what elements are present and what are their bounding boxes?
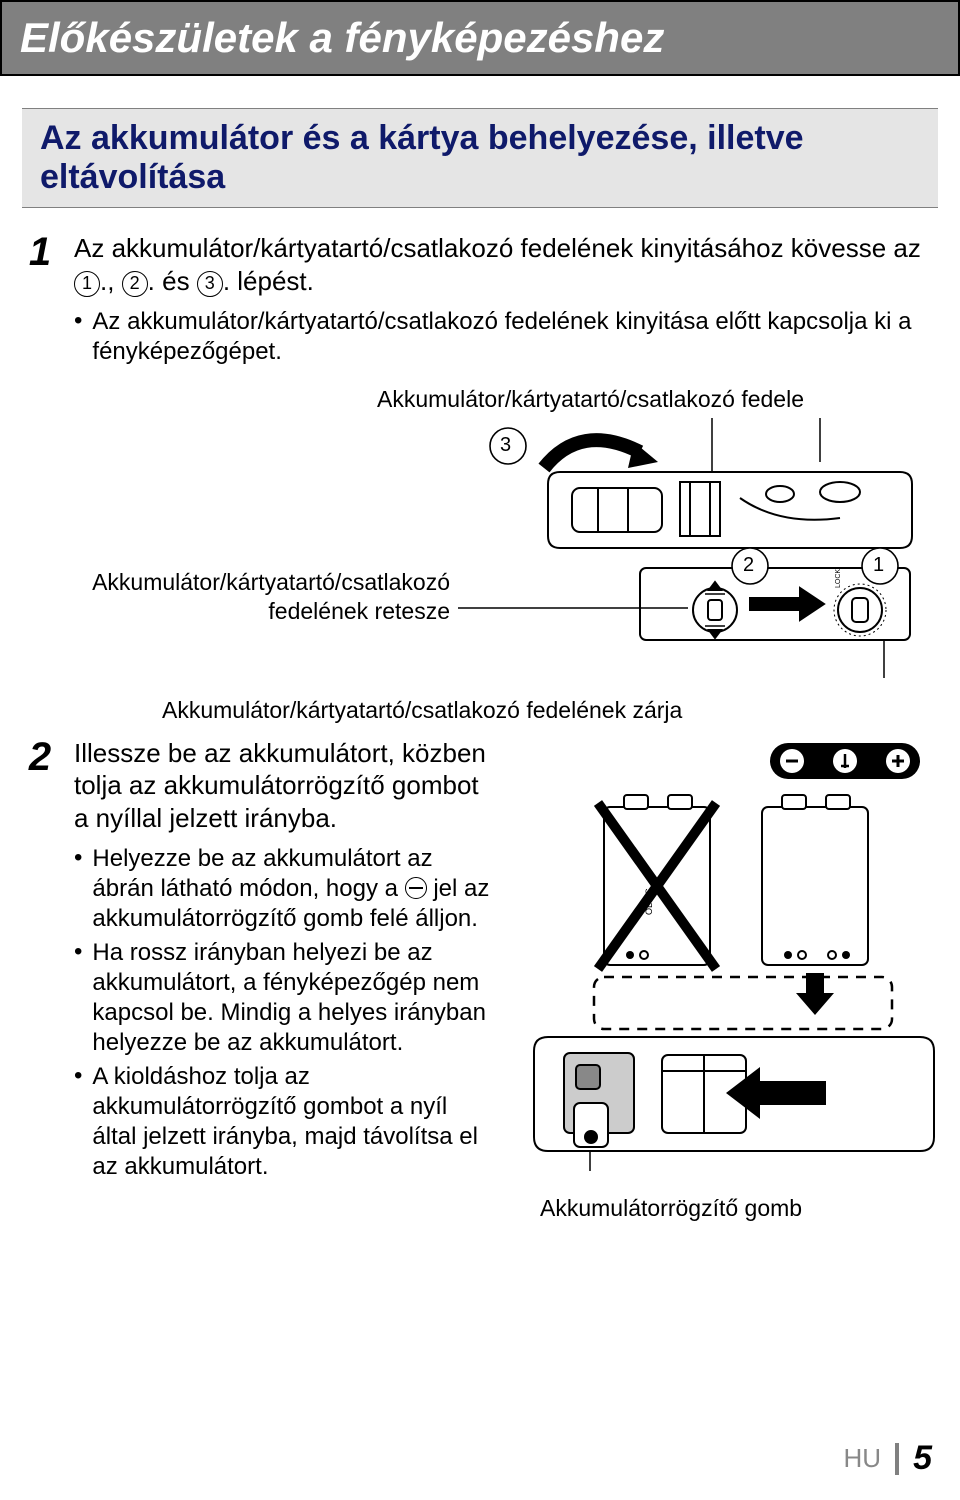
step-1-bullet-1: Az akkumulátor/kártyatartó/csatlakozó fe… [74,307,932,367]
step-2-bullet-2-text: Ha rossz irányban helyezi be az akkumulá… [92,938,494,1058]
page-footer: HU 5 [844,1439,932,1478]
minus-symbol-icon [405,877,427,899]
circled-1: 1 [74,271,100,297]
content-area: 1 Az akkumulátor/kártyatartó/csatlakozó … [0,232,960,1223]
footer-page-number: 5 [913,1439,932,1478]
page-title-bar: Előkészületek a fényképezéshez [0,0,960,76]
section-title-bar: Az akkumulátor és a kártya behelyezése, … [22,108,938,208]
figure-1-label-cover: Akkumulátor/kártyatartó/csatlakozó fedel… [80,385,804,414]
step-1-mid2: . és [148,266,197,296]
figure-2-caption: Akkumulátorrögzítő gomb [540,1194,950,1223]
figure-1: Akkumulátor/kártyatartó/csatlakozó fedel… [80,385,932,678]
figure-2-illustration: OL US [510,737,950,1177]
step-2-bullet-1-pre: Helyezze be az akkumulátort az ábrán lát… [92,845,432,902]
step-2-instruction: Illessze be az akkumulátort, közben tolj… [74,737,494,835]
step-2-bullet-3: A kioldáshoz tolja az akkumulátorrögzítő… [74,1062,494,1182]
step-1: 1 Az akkumulátor/kártyatartó/csatlakozó … [22,232,932,371]
step-1-text-a: Az akkumulátor/kártyatartó/csatlakozó fe… [74,233,921,263]
page-title: Előkészületek a fényképezéshez [20,14,940,62]
circled-3: 3 [197,271,223,297]
step-2-bullet-2: Ha rossz irányban helyezi be az akkumulá… [74,938,494,1058]
step-2-text-column: Illessze be az akkumulátort, közben tolj… [74,737,494,1223]
figure-2-area: Akkumulátor/kártyatartó/csatlakozó fedel… [80,696,932,725]
figure-1-num-3: 3 [500,434,511,457]
circled-2: 2 [122,271,148,297]
step-1-after: . lépést. [223,266,314,296]
svg-text:LOCK: LOCK [835,568,842,587]
section-title: Az akkumulátor és a kártya behelyezése, … [40,119,920,197]
step-1-mid1: ., [100,266,122,296]
step-2: 2 Illessze be az akkumulátort, közben to… [22,737,932,1223]
figure-1-illustration: LOCK [80,418,920,678]
figure-2-label-lock: Akkumulátor/kártyatartó/csatlakozó fedel… [162,696,932,725]
step-2-bullet-1: Helyezze be az akkumulátort az ábrán lát… [74,844,494,934]
figure-1-num-2: 2 [743,554,754,577]
step-1-body: Az akkumulátor/kártyatartó/csatlakozó fe… [74,232,932,371]
figure-1-num-1: 1 [873,554,884,577]
step-2-bullet-3-text: A kioldáshoz tolja az akkumulátorrögzítő… [92,1062,494,1182]
step-1-bullet-1-text: Az akkumulátor/kártyatartó/csatlakozó fe… [92,307,932,367]
figure-2: OL US [510,737,950,1223]
footer-language: HU [844,1443,882,1474]
footer-divider [895,1443,899,1475]
step-2-number: 2 [22,737,58,777]
step-1-number: 1 [22,232,58,272]
